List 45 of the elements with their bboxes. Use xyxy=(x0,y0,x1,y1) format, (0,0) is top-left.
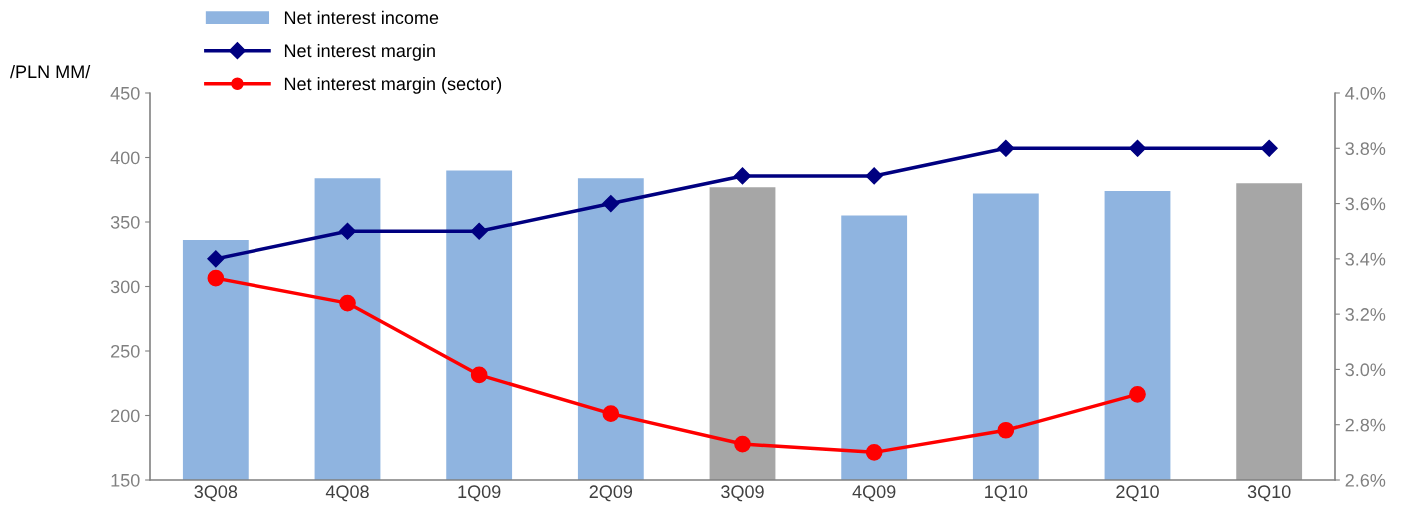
point xyxy=(865,167,883,185)
point xyxy=(602,195,620,213)
x-tick-label: 4Q08 xyxy=(325,485,369,502)
point xyxy=(602,405,620,422)
y2-tick-label: 3.6% xyxy=(1345,197,1386,211)
y2-tick-label: 3.2% xyxy=(1345,308,1386,321)
point xyxy=(207,269,225,287)
point xyxy=(339,294,356,312)
x-tick-label: 4Q09 xyxy=(852,485,896,502)
legend-label: Net interest income xyxy=(284,10,439,25)
y2-tick-label: 2.8% xyxy=(1345,418,1386,432)
y-tick-label: 300 xyxy=(110,280,140,294)
point xyxy=(865,444,883,461)
point xyxy=(207,250,225,268)
y2-tick-label: 3.0% xyxy=(1345,363,1386,377)
legend-label: Net interest margin (sector) xyxy=(284,77,502,94)
point xyxy=(470,366,488,384)
point xyxy=(997,421,1015,439)
y2-tick-label: 3.8% xyxy=(1345,142,1386,156)
y-tick-label: 150 xyxy=(111,473,140,487)
point xyxy=(1260,139,1278,157)
point xyxy=(997,139,1015,157)
x-tick-label: 3Q09 xyxy=(721,485,764,502)
y2-tick-label: 4.0% xyxy=(1345,86,1386,100)
x-tick-label: 3Q10 xyxy=(1247,485,1291,502)
point xyxy=(1128,139,1147,157)
x-tick-label: 1Q10 xyxy=(985,485,1028,502)
y-tick-label: 350 xyxy=(110,215,140,229)
y-tick-label: 200 xyxy=(111,409,140,423)
point xyxy=(338,222,357,240)
y-tick-label: 400 xyxy=(110,151,140,165)
point xyxy=(733,167,752,185)
legend-label: Net interest margin xyxy=(284,43,435,61)
point xyxy=(1129,385,1146,403)
x-tick-label: 2Q09 xyxy=(589,485,633,502)
x-tick-label: 1Q09 xyxy=(458,485,501,502)
x-tick-label: 3Q08 xyxy=(194,485,238,502)
y2-tick-label: 3.4% xyxy=(1345,252,1386,266)
y-tick-label: 450 xyxy=(110,86,140,100)
y-tick-label: 250 xyxy=(111,344,140,358)
point xyxy=(470,222,488,240)
y-axis-title: /PLN MM/ xyxy=(10,64,91,79)
x-tick-label: 2Q10 xyxy=(1116,485,1159,502)
point xyxy=(734,435,751,453)
y2-tick-label: 2.6% xyxy=(1345,473,1386,487)
